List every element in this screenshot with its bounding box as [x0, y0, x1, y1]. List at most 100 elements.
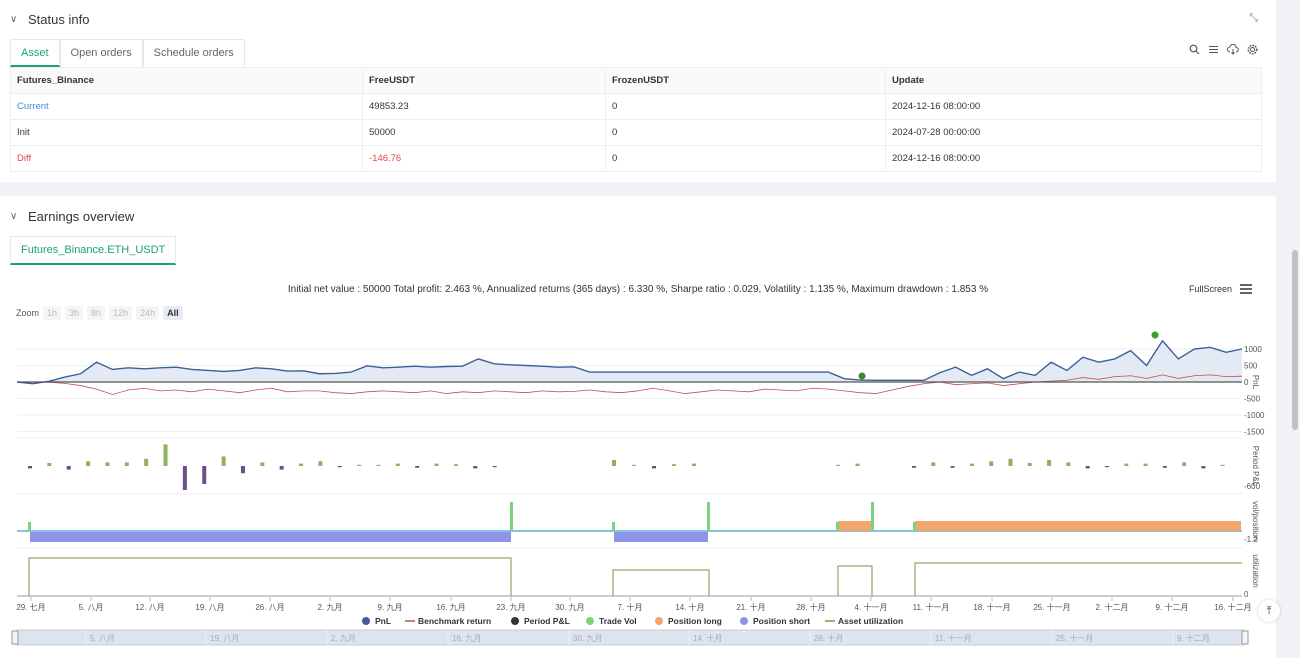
- zoom-24h[interactable]: 24h: [136, 306, 160, 320]
- tab-asset[interactable]: Asset: [10, 39, 60, 67]
- position-long-bar: [915, 521, 1241, 531]
- navigator-tick-label: 5. 八月: [90, 634, 115, 643]
- menu-icon[interactable]: [1208, 44, 1219, 55]
- col-update: Update: [885, 67, 1262, 94]
- period-pnl-bar: [86, 461, 91, 466]
- util-axis-title: utilization: [1251, 554, 1260, 587]
- trade-vol-bar: [913, 522, 916, 531]
- cell-free: 50000: [362, 119, 606, 146]
- period-pnl-bar: [357, 464, 362, 466]
- navigator-handle-left: [11, 630, 19, 645]
- period-pnl-bar: [1027, 463, 1032, 466]
- chart-menu-icon[interactable]: [1240, 284, 1252, 294]
- legend-label: Benchmark return: [418, 616, 491, 626]
- zoom-1h[interactable]: 1h: [43, 306, 62, 320]
- pnl-tick-label: 1000: [1244, 345, 1262, 354]
- x-tick-label: 21. 十月: [736, 602, 765, 612]
- pnl-tick-label: -1500: [1244, 428, 1265, 437]
- x-tick-label: 18. 十一月: [973, 602, 1010, 612]
- x-tick-label: 16. 九月: [436, 603, 465, 612]
- gear-icon[interactable]: [1247, 44, 1258, 55]
- legend-marker: [511, 617, 519, 625]
- period-pnl-bar: [260, 462, 265, 466]
- cell-frozen: 0: [605, 145, 886, 172]
- vol-axis-title: vol/position: [1251, 501, 1260, 541]
- period-pnl-bar: [632, 464, 636, 466]
- x-axis: 29. 七月 5. 八月 12. 八月 19. 八月 26. 八月 2. 九月 9. 九月 1…: [16, 597, 1252, 612]
- period-pnl-bar: [1182, 462, 1187, 466]
- period-pnl-bar: [1104, 466, 1109, 468]
- zoom-selector: Zoom 1h 3h 8h 12h 24h All: [16, 306, 183, 320]
- period-pnl-bar: [1066, 462, 1071, 466]
- period-pnl-bar: [202, 466, 207, 484]
- zoom-12h[interactable]: 12h: [109, 306, 133, 320]
- navigator-handle-right: [1241, 630, 1249, 645]
- period-pnl-bar: [221, 456, 226, 466]
- trade-vol-bar: [612, 522, 615, 531]
- earnings-section-header[interactable]: ∨ Earnings overview: [10, 209, 134, 224]
- x-tick-label: 23. 九月: [496, 603, 525, 612]
- navigator[interactable]: 5. 八月 19. 八月 2. 九月 16. 九月 30. 九月 14. 十月 28. 十月…: [11, 629, 1249, 646]
- legend-label: Asset utilization: [838, 616, 903, 626]
- period-pnl-bar: [124, 462, 129, 466]
- page-scrollbar[interactable]: [1292, 250, 1298, 430]
- period-axis-title: Period P&L: [1251, 446, 1260, 487]
- legend-label: Position long: [668, 616, 722, 626]
- pnl-line: [16, 339, 1243, 385]
- tab-symbol[interactable]: Futures_Binance.ETH_USDT: [10, 236, 177, 265]
- pnl-pane: 1000 500 0 -500 -1000 -1500 PnL: [16, 331, 1265, 437]
- period-pnl-bar: [337, 466, 342, 468]
- legend-marker: [586, 617, 594, 625]
- trade-vol-bar: [510, 502, 513, 531]
- search-icon[interactable]: [1189, 44, 1200, 55]
- legend: PnL Benchmark return Period P&L Trade Vol Po…: [362, 616, 903, 626]
- cell-free: 49853.23: [362, 93, 606, 120]
- period-pnl-bar: [395, 463, 400, 466]
- x-tick-label: 30. 九月: [555, 603, 584, 612]
- x-tick-label: 9. 十二月: [1156, 602, 1189, 612]
- x-tick-label: 5. 八月: [79, 603, 104, 612]
- table-row: Current 49853.23 0 2024-12-16 08:00:00: [10, 93, 1262, 120]
- table-row: Diff -146.76 0 2024-12-16 08:00:00: [10, 145, 1262, 172]
- navigator-tick-label: 11. 十一月: [935, 633, 972, 643]
- navigator-tick-label: 30. 九月: [573, 634, 602, 643]
- pnl-axis-title: PnL: [1251, 375, 1260, 390]
- zoom-label: Zoom: [16, 308, 40, 318]
- legend-label: PnL: [375, 616, 391, 626]
- expand-icon[interactable]: ⤡: [1249, 12, 1258, 24]
- cell-free: -146.76: [362, 145, 606, 172]
- position-long-bar: [838, 521, 872, 531]
- x-tick-label: 26. 八月: [255, 603, 284, 612]
- x-tick-label: 19. 八月: [195, 603, 224, 612]
- back-to-top-button[interactable]: ⤒: [1258, 600, 1280, 622]
- x-tick-label: 4. 十一月: [855, 602, 888, 612]
- period-pnl-bar: [473, 466, 478, 469]
- x-tick-label: 14. 十月: [675, 602, 704, 612]
- cell-update: 2024-07-28 00:00:00: [885, 119, 1262, 146]
- period-pnl-bar: [105, 462, 110, 466]
- period-pnl-bar: [931, 462, 936, 466]
- period-pnl-bar: [47, 463, 52, 466]
- period-pnl-bar: [1162, 466, 1167, 468]
- period-pnl-bar: [453, 464, 458, 466]
- status-panel: ∨ Status info ⤡ Asset Open orders Schedu…: [0, 0, 1276, 182]
- zoom-3h[interactable]: 3h: [65, 306, 84, 320]
- cell-update: 2024-12-16 08:00:00: [885, 145, 1262, 172]
- cloud-download-icon[interactable]: [1227, 44, 1239, 55]
- chevron-down-icon[interactable]: ∨: [10, 14, 18, 25]
- tab-open-orders[interactable]: Open orders: [59, 39, 143, 67]
- col-exchange: Futures_Binance: [10, 67, 363, 94]
- max-marker: [1151, 331, 1159, 339]
- chevron-down-icon[interactable]: ∨: [10, 211, 18, 222]
- zoom-8h[interactable]: 8h: [87, 306, 106, 320]
- zoom-all[interactable]: All: [163, 306, 183, 320]
- fullscreen-button[interactable]: FullScreen: [1188, 284, 1232, 294]
- status-section-header[interactable]: ∨ Status info: [10, 12, 89, 27]
- tab-schedule-orders[interactable]: Schedule orders: [142, 39, 245, 67]
- pnl-area: [17, 340, 1242, 384]
- row-label-current: Current: [10, 93, 363, 120]
- period-pnl-bar: [1220, 464, 1225, 466]
- legend-marker: [740, 617, 748, 625]
- period-pnl-bar: [28, 466, 32, 469]
